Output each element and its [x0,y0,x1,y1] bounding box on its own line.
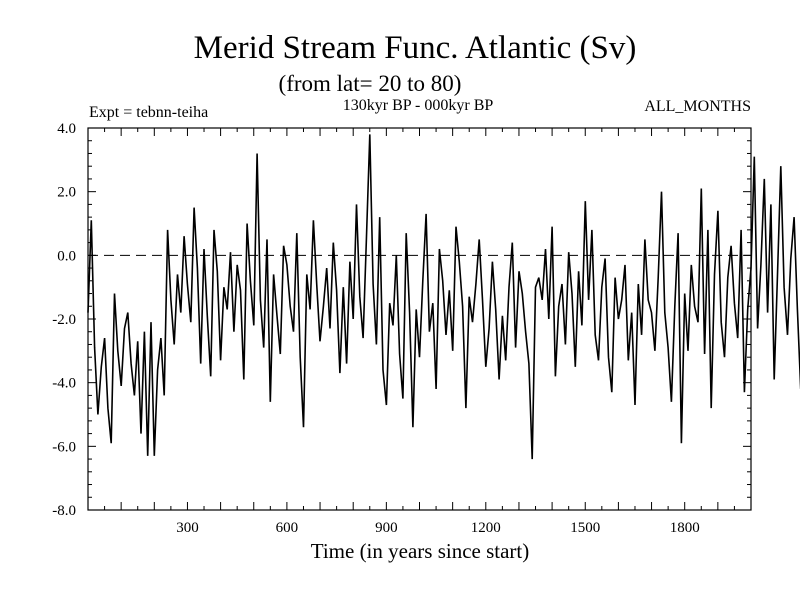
x-tick-label: 1500 [570,520,600,536]
period-label: 130kyr BP - 000kyr BP [343,97,494,114]
y-tick-label: -4.0 [52,376,76,392]
x-axis-label: Time (in years since start) [311,539,530,563]
x-tick-label: 1200 [471,520,501,536]
x-tick-label: 900 [375,520,398,536]
y-tick-label: -6.0 [52,439,76,455]
y-tick-label: 4.0 [57,121,76,137]
y-tick-label: -2.0 [52,312,76,328]
chart-title: Merid Stream Func. Atlantic (Sv) [194,30,637,66]
experiment-label: Expt = tebnn-teiha [89,104,208,121]
x-tick-label: 1800 [670,520,700,536]
months-label: ALL_MONTHS [644,98,751,115]
data-series-line [87,134,800,460]
plot-frame [87,127,752,511]
x-tick-label: 300 [176,520,199,536]
y-axis-tick-labels: 4.0 2.0 0.0 -2.0 -4.0 -6.0 -8.0 [52,121,76,519]
y-tick-label: 2.0 [57,185,76,201]
x-axis-tick-labels: 300 600 900 1200 1500 1800 [176,520,700,536]
y-tick-label: 0.0 [57,248,76,264]
y-tick-label: -8.0 [52,503,76,519]
y-axis-ticks [88,140,751,498]
x-tick-label: 600 [276,520,299,536]
x-axis-ticks [104,128,735,510]
chart-subtitle: (from lat= 20 to 80) [279,71,462,96]
